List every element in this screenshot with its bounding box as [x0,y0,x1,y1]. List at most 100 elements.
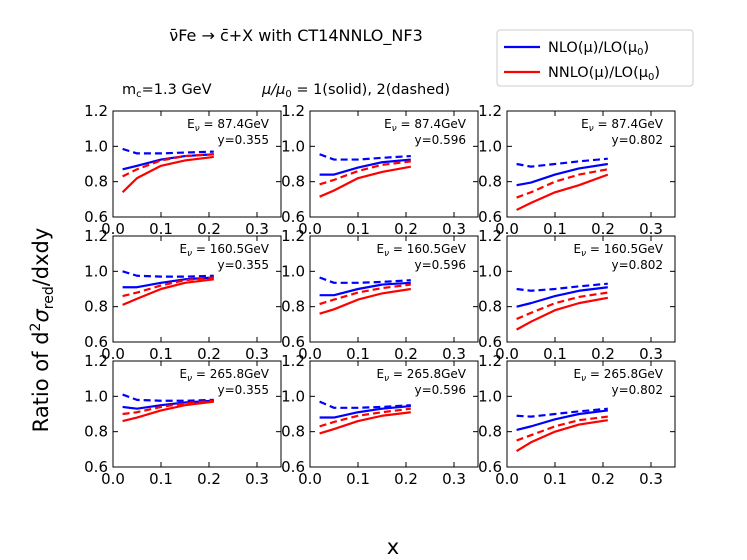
series-nlo-solid [319,281,411,297]
series-nlo-dashed [319,400,411,409]
series-nlo-solid [122,399,214,410]
legend-label-nnlo-post: ) [654,65,660,81]
y-tick-label: 0.8 [478,173,502,191]
panel-5: 0.0 0.1 0.2 0.3 0.6 0.8 1.0 1.2 Eν = 160.5GeVy=0… [281,227,479,363]
x-tick-label: 0.3 [639,220,663,238]
scale-note-sub: 0 [285,89,291,100]
panel-frame [506,360,676,468]
x-tick-label: 0.0 [101,345,125,363]
panel-energy-label: Eν = 160.5GeV [179,242,269,259]
y-tick-label: 1.2 [281,227,305,245]
y-tick-label: 0.8 [281,423,305,441]
series-nlo-dashed [319,153,411,161]
series-nlo-dashed [122,393,214,402]
y-tick-label: 1.0 [281,387,305,405]
x-tick-label: 0.3 [442,345,466,363]
legend-label-nlo-sub: 0 [637,47,643,58]
panel-y-label: y=0.802 [611,258,663,272]
panel-frame [309,235,479,343]
x-tick-label: 0.0 [298,220,322,238]
panel-energy-label: Eν = 160.5GeV [376,242,466,259]
x-tick-label: 0.2 [197,470,221,488]
y-axis-title-post: /dxdy [29,228,53,287]
series-nlo-dashed [122,270,214,278]
x-tick-label: 0.1 [543,470,567,488]
x-tick-label: 0.2 [394,345,418,363]
panel-energy-label: Eν = 265.8GeV [179,367,269,384]
series-nlo-dashed [516,407,608,418]
y-tick-label: 1.0 [478,137,502,155]
y-axis-title-pre: Ratio of d [29,331,53,432]
series-nnlo-solid [319,165,411,198]
panels-grid: 0.0 0.1 0.2 0.30.60.81.01.2Eν = 87.4GeVy=0.… [84,102,676,488]
legend-label-nlo-post: ) [643,40,649,56]
mass-note-m: m [122,82,136,98]
panel-y-label: y=0.596 [414,258,466,272]
x-tick-label: 0.0 [101,470,125,488]
x-tick-label: 0.1 [346,345,370,363]
series-nnlo-solid [319,287,411,315]
x-tick-label: 0.0 [495,345,519,363]
y-tick-label: 0.6 [281,333,305,351]
scale-note: μ/μ0 = 1(solid), 2(dashed) [261,82,450,100]
x-tick-label: 0.0 [101,220,125,238]
panel-8: 0.0 0.1 0.2 0.3 0.6 0.8 1.0 1.2 Eν = 265.8GeVy=0… [281,352,479,488]
panel-frame [112,110,282,218]
y-tick-label: 0.6 [281,208,305,226]
y-tick-label: 1.2 [478,352,502,370]
series-nlo-solid [319,404,411,419]
series-nnlo-dashed [122,399,214,416]
scale-note-rest: = 1(solid), 2(dashed) [292,82,450,98]
panel-frame [506,235,676,343]
figure-title: ν̄Fe → c̄+X with CT14NNLO_NF3 [169,26,423,46]
x-tick-label: 0.1 [149,470,173,488]
x-tick-label: 0.0 [298,470,322,488]
y-tick-label: 0.8 [478,423,502,441]
x-tick-label: 0.3 [639,470,663,488]
x-tick-label: 0.0 [298,345,322,363]
y-axis-title-sup: 2 [28,323,44,332]
series-nlo-dashed [516,282,608,292]
x-tick-label: 0.0 [495,470,519,488]
series-nlo-dashed [122,147,214,155]
panel-y-label: y=0.355 [217,258,269,272]
y-tick-label: 0.8 [281,298,305,316]
y-tick-label: 0.6 [84,333,108,351]
mass-note-sub: c [136,89,142,100]
x-tick-label: 0.2 [591,220,615,238]
x-tick-label: 0.2 [591,470,615,488]
x-tick-label: 0.2 [197,220,221,238]
series-nnlo-solid [121,155,214,194]
y-tick-label: 1.0 [84,137,108,155]
series-nlo-solid [122,276,214,289]
y-tick-label: 0.6 [84,458,108,476]
panel-frame [112,360,282,468]
series-nnlo-solid [516,173,609,211]
panel-energy-label: Eν = 265.8GeV [376,367,466,384]
y-tick-label: 0.8 [84,173,108,191]
series-nnlo-solid [319,411,411,435]
series-nnlo-solid [516,419,608,453]
y-axis-title: Ratio of d2σred/dxdy [28,228,57,433]
x-tick-label: 0.0 [495,220,519,238]
x-tick-label: 0.2 [197,345,221,363]
y-tick-label: 0.6 [478,333,502,351]
series-nnlo-dashed [319,160,411,186]
y-tick-label: 0.8 [478,298,502,316]
legend-label-nnlo: NNLO(μ)/LO(μ0) [548,65,660,83]
panel-energy-label: Eν = 265.8GeV [573,367,663,384]
series-nnlo-dashed [319,407,411,428]
y-tick-label: 1.2 [84,352,108,370]
series-nlo-solid [122,153,214,171]
series-nnlo-dashed [516,291,608,321]
panel-y-label: y=0.355 [217,383,269,397]
series-nnlo-solid [516,296,608,331]
panel-2: 0.0 0.1 0.2 0.3 0.6 0.8 1.0 1.2 Eν = 87.4GeVy=0.… [281,102,479,238]
y-tick-label: 0.6 [281,458,305,476]
y-tick-label: 1.2 [84,102,108,120]
series-nlo-dashed [516,157,608,168]
y-tick-label: 1.0 [281,262,305,280]
x-tick-label: 0.3 [442,220,466,238]
panel-frame [309,360,479,468]
